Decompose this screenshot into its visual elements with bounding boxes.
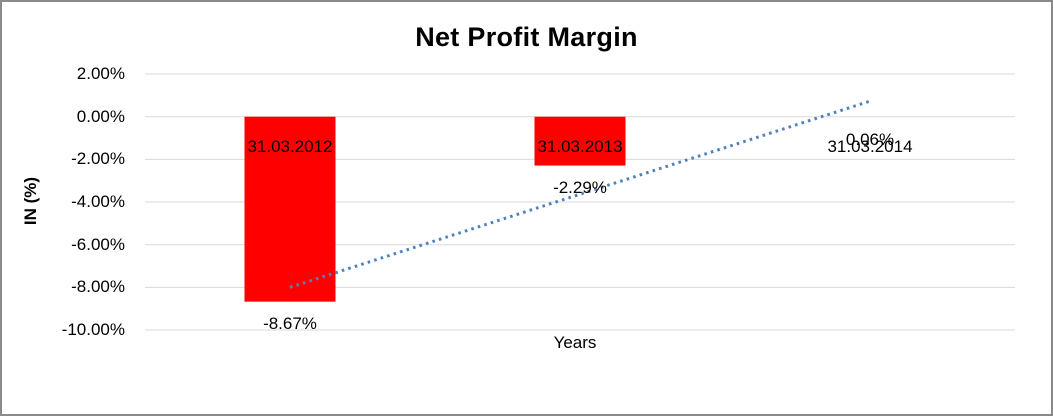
y-axis-tick-label: 0.00% <box>76 106 125 126</box>
x-axis-title: Years <box>553 333 597 352</box>
category-label: 31.03.2014 <box>827 137 913 156</box>
y-axis-tick-label: -8.00% <box>71 277 125 297</box>
y-axis-tick-label: -10.00% <box>61 320 125 340</box>
bar-31.03.2013 <box>534 116 626 166</box>
y-axis-tick-label: -6.00% <box>71 234 125 254</box>
data-label: -2.29% <box>553 177 607 197</box>
y-axis-tick-label: 2.00% <box>76 64 125 84</box>
category-label: 31.03.2012 <box>247 137 333 156</box>
data-label: -8.67% <box>263 313 317 333</box>
data-label: 0.06% <box>845 130 895 149</box>
bar-31.03.2012 <box>244 116 336 302</box>
chart-title: Net Profit Margin <box>415 22 638 52</box>
category-label: 31.03.2013 <box>537 137 623 156</box>
y-axis-tick-label: -4.00% <box>71 192 125 212</box>
y-axis-tick-label: -2.00% <box>71 149 125 169</box>
